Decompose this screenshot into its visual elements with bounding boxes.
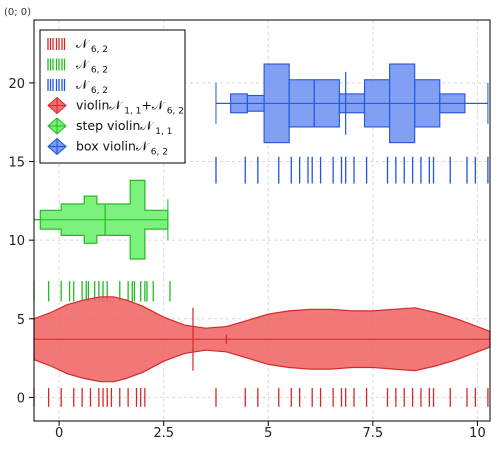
legend-box	[39, 29, 186, 164]
legend-label: 𝒩 6, 2	[76, 77, 108, 96]
x-tick-label: 10	[469, 426, 486, 441]
y-tick-label: 10	[8, 234, 25, 249]
axes: 0 2.5 5 7.5 10 0 5 10 15 20	[8, 77, 485, 441]
series-layer	[33, 63, 491, 407]
legend-label: step violin𝒩 1, 1	[76, 118, 172, 137]
y-tick-label: 20	[8, 77, 25, 92]
x-tick-label: 5	[264, 426, 272, 441]
coordinate-readout: (0; 0)	[4, 7, 31, 18]
y-tick-label: 0	[17, 391, 25, 406]
plot-frame	[33, 19, 491, 422]
x-tick-label: 2.5	[153, 426, 174, 441]
x-tick-label: 0	[55, 426, 63, 441]
x-tick-label: 7.5	[363, 426, 384, 441]
legend-label: 𝒩 6, 2	[76, 36, 108, 55]
legend-label: 𝒩 6, 2	[76, 57, 108, 76]
legend-label: box violin𝒩 6, 2	[76, 139, 168, 158]
y-tick-label: 5	[17, 313, 25, 328]
y-tick-label: 15	[8, 156, 25, 171]
legend-label: violin𝒩 1, 1+𝒩 6, 2	[76, 98, 184, 117]
